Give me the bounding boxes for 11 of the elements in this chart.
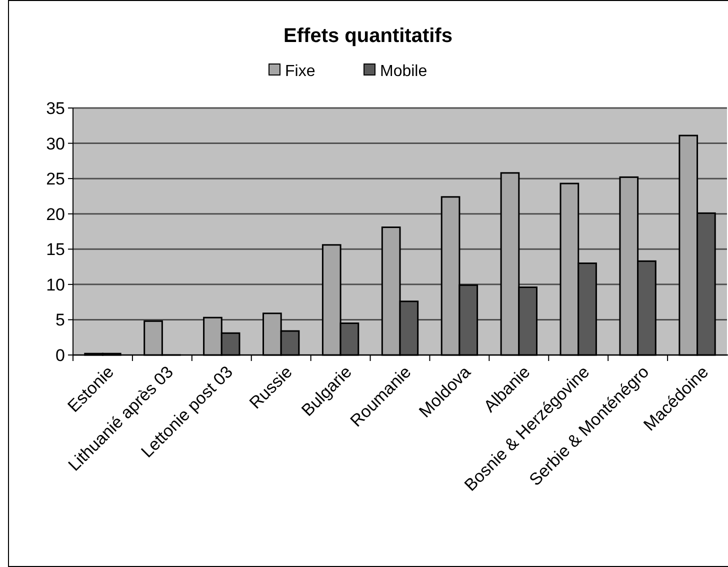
y-tick-label: 30 xyxy=(46,134,65,154)
y-tick-label: 0 xyxy=(56,346,65,365)
chart-title: Effets quantitatifs xyxy=(284,25,452,47)
y-tick-label: 35 xyxy=(46,99,65,118)
y-tick-label: 25 xyxy=(46,170,65,189)
legend-label: Mobile xyxy=(380,63,428,80)
y-tick-label: 5 xyxy=(56,310,65,330)
y-tick-label: 20 xyxy=(46,204,65,224)
y-tick-label: 15 xyxy=(46,240,65,260)
y-tick-label: 10 xyxy=(46,275,65,294)
legend-label: Fixe xyxy=(285,63,316,80)
